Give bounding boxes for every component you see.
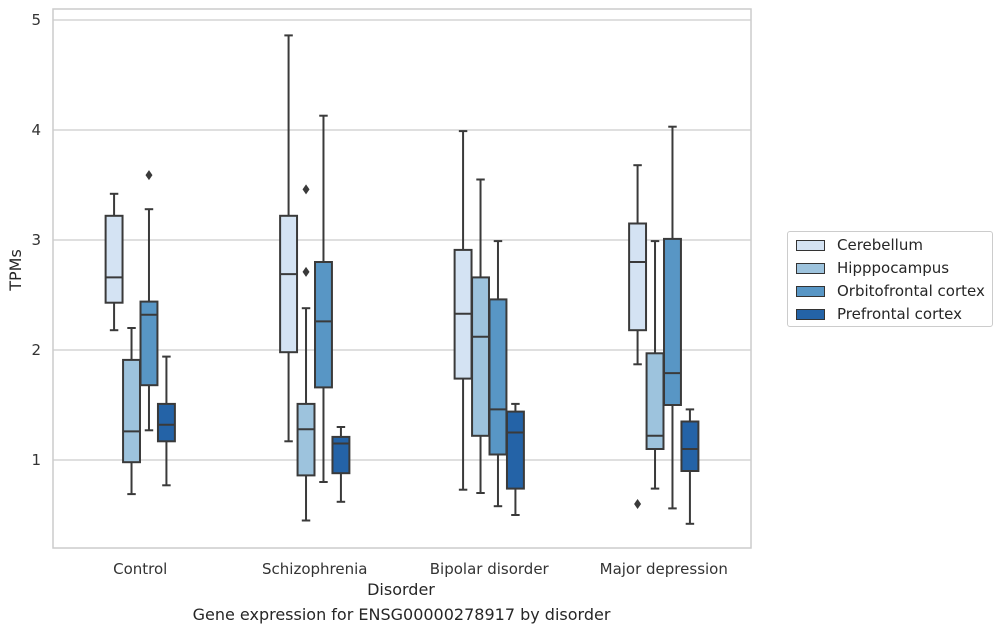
box-cerebellum	[453, 130, 473, 491]
box-iqr	[156, 402, 176, 443]
legend: Cerebellum Hipppocampus Orbitofrontal co…	[787, 231, 993, 327]
figure-caption: Gene expression for ENSG00000278917 by d…	[192, 605, 611, 624]
y-tick-label: 5	[31, 11, 41, 29]
box-iqr	[122, 358, 141, 464]
legend-swatch	[796, 239, 825, 251]
box-prefrontal-cortex	[680, 408, 700, 525]
legend-label: Prefrontal cortex	[837, 305, 962, 323]
box-hipppocampus	[645, 240, 665, 490]
plot-frame	[52, 8, 752, 549]
box-orbitofrontal-cortex	[663, 125, 682, 510]
box-iqr	[471, 276, 490, 437]
box-cerebellum	[104, 192, 124, 332]
box-hipppocampus	[122, 327, 141, 496]
box-hipppocampus	[296, 184, 316, 522]
box-iqr	[314, 261, 333, 389]
box-iqr	[279, 214, 299, 354]
box-iqr	[505, 410, 525, 490]
y-tick-label: 1	[31, 451, 41, 469]
x-tick-labels: Control Schizophrenia Bipolar disorder Majo…	[113, 560, 728, 578]
box-iqr	[488, 298, 508, 456]
x-axis-label: Disorder	[367, 580, 435, 599]
legend-swatch	[796, 262, 825, 274]
box-orbitofrontal-cortex	[314, 114, 333, 483]
legend-item-orbitofrontal-cortex: Orbitofrontal cortex	[796, 282, 985, 300]
box-prefrontal-cortex	[331, 426, 351, 503]
y-tick-labels: 1 2 3 4 5	[31, 11, 41, 469]
outlier-point	[145, 170, 153, 181]
box-orbitofrontal-cortex	[139, 170, 159, 432]
outlier-point	[634, 499, 642, 509]
box-iqr	[331, 435, 351, 475]
y-tick-label: 4	[31, 121, 41, 139]
x-tick-label: Schizophrenia	[262, 560, 367, 578]
legend-label: Hipppocampus	[837, 259, 950, 277]
x-tick-label: Major depression	[600, 560, 728, 578]
box-iqr	[296, 402, 316, 477]
legend-swatch	[796, 285, 825, 297]
box-plot-series	[104, 34, 700, 525]
y-tick-label: 2	[31, 341, 41, 359]
box-iqr	[645, 352, 665, 450]
box-hipppocampus	[471, 178, 490, 494]
legend-item-prefrontal-cortex: Prefrontal cortex	[796, 305, 962, 323]
box-prefrontal-cortex	[505, 402, 525, 516]
legend-swatch	[796, 308, 825, 320]
legend-item-cerebellum: Cerebellum	[796, 236, 923, 254]
box-iqr	[104, 214, 124, 304]
box-cerebellum	[279, 34, 299, 443]
outlier-point	[302, 184, 310, 195]
y-axis-label: TPMs	[6, 249, 25, 292]
y-tick-label: 3	[31, 231, 41, 249]
legend-label: Cerebellum	[837, 236, 923, 254]
box-iqr	[628, 222, 648, 332]
outlier-point	[302, 266, 310, 277]
x-tick-label: Control	[113, 560, 167, 578]
box-prefrontal-cortex	[156, 355, 176, 487]
legend-item-hippocampus: Hipppocampus	[796, 259, 949, 277]
box-iqr	[680, 420, 700, 472]
grid-lines	[53, 19, 751, 461]
x-tick-label: Bipolar disorder	[430, 560, 550, 578]
box-cerebellum	[628, 164, 648, 509]
legend-label: Orbitofrontal cortex	[837, 282, 985, 300]
box-iqr	[663, 237, 682, 406]
box-orbitofrontal-cortex	[488, 240, 508, 508]
box-iqr	[139, 300, 159, 387]
